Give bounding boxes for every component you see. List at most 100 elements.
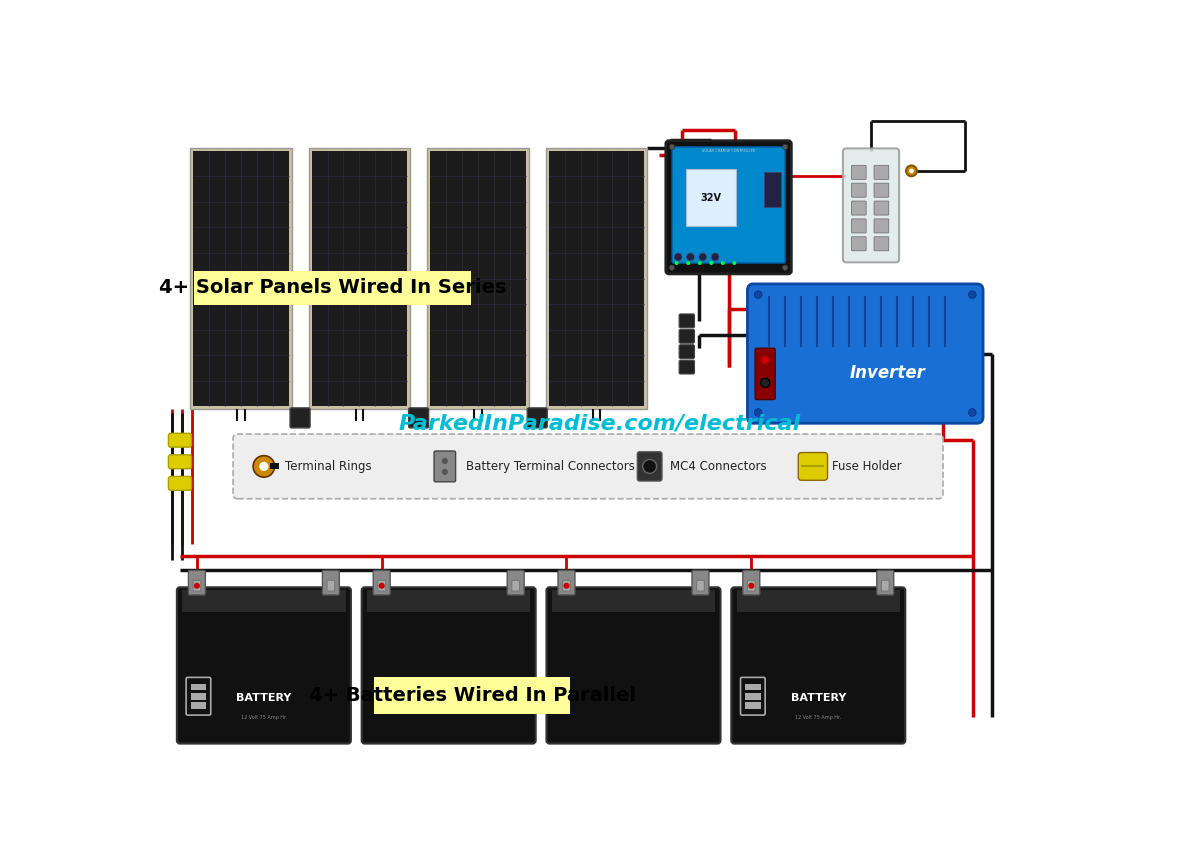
Circle shape — [686, 253, 695, 261]
Circle shape — [761, 355, 769, 365]
FancyBboxPatch shape — [328, 580, 335, 591]
Bar — [745, 692, 761, 700]
FancyBboxPatch shape — [290, 408, 310, 428]
Circle shape — [564, 583, 570, 589]
FancyBboxPatch shape — [427, 148, 529, 409]
FancyBboxPatch shape — [546, 587, 720, 744]
FancyBboxPatch shape — [874, 166, 889, 179]
FancyBboxPatch shape — [874, 183, 889, 197]
FancyBboxPatch shape — [188, 571, 205, 595]
Circle shape — [721, 261, 725, 265]
FancyBboxPatch shape — [193, 151, 288, 407]
Circle shape — [755, 291, 762, 299]
FancyBboxPatch shape — [874, 219, 889, 233]
Bar — [745, 702, 761, 709]
Text: Battery Terminal Connectors: Battery Terminal Connectors — [467, 460, 635, 473]
FancyBboxPatch shape — [874, 237, 889, 251]
Text: BATTERY: BATTERY — [236, 693, 292, 704]
FancyBboxPatch shape — [842, 148, 899, 263]
FancyBboxPatch shape — [672, 147, 785, 263]
Circle shape — [674, 261, 678, 265]
FancyBboxPatch shape — [233, 434, 943, 498]
Circle shape — [643, 460, 656, 474]
Bar — [194, 271, 472, 305]
FancyBboxPatch shape — [378, 580, 385, 591]
Bar — [737, 590, 900, 612]
FancyBboxPatch shape — [851, 219, 866, 233]
FancyBboxPatch shape — [168, 455, 192, 468]
FancyBboxPatch shape — [409, 408, 428, 428]
FancyBboxPatch shape — [527, 408, 547, 428]
FancyBboxPatch shape — [679, 314, 695, 328]
Circle shape — [253, 456, 275, 477]
FancyBboxPatch shape — [877, 571, 894, 595]
Circle shape — [910, 168, 913, 173]
Bar — [270, 463, 280, 469]
Circle shape — [782, 265, 788, 270]
Text: Terminal Rings: Terminal Rings — [286, 460, 372, 473]
Circle shape — [674, 253, 682, 261]
FancyBboxPatch shape — [743, 571, 760, 595]
Text: 32V: 32V — [701, 193, 721, 203]
FancyBboxPatch shape — [190, 148, 292, 409]
FancyBboxPatch shape — [361, 587, 535, 744]
FancyBboxPatch shape — [748, 580, 755, 591]
Text: 4+ Solar Panels Wired In Series: 4+ Solar Panels Wired In Series — [158, 278, 506, 297]
FancyBboxPatch shape — [679, 360, 695, 374]
Bar — [191, 684, 206, 691]
FancyBboxPatch shape — [546, 148, 647, 409]
Circle shape — [698, 253, 707, 261]
Bar — [374, 677, 570, 714]
FancyBboxPatch shape — [193, 580, 200, 591]
Circle shape — [968, 291, 976, 299]
FancyBboxPatch shape — [851, 166, 866, 179]
Text: BATTERY: BATTERY — [791, 693, 846, 704]
FancyBboxPatch shape — [563, 580, 570, 591]
Bar — [367, 590, 530, 612]
FancyBboxPatch shape — [558, 571, 575, 595]
Circle shape — [761, 378, 769, 388]
Circle shape — [709, 261, 713, 265]
Circle shape — [749, 583, 755, 589]
FancyBboxPatch shape — [431, 151, 526, 407]
Circle shape — [782, 144, 788, 149]
FancyBboxPatch shape — [851, 201, 866, 215]
FancyBboxPatch shape — [755, 348, 775, 400]
Text: 12 Volt 75 Amp Hr.: 12 Volt 75 Amp Hr. — [241, 715, 287, 720]
FancyBboxPatch shape — [168, 476, 192, 490]
Circle shape — [194, 583, 200, 589]
Bar — [745, 684, 761, 691]
FancyBboxPatch shape — [373, 571, 390, 595]
FancyBboxPatch shape — [168, 433, 192, 447]
FancyBboxPatch shape — [874, 201, 889, 215]
Circle shape — [968, 408, 976, 416]
FancyBboxPatch shape — [679, 329, 695, 343]
Bar — [182, 590, 346, 612]
Circle shape — [670, 265, 674, 270]
Circle shape — [686, 261, 690, 265]
Text: ParkedInParadise.com/electrical: ParkedInParadise.com/electrical — [398, 414, 800, 433]
FancyBboxPatch shape — [176, 587, 350, 744]
FancyBboxPatch shape — [764, 172, 781, 208]
Circle shape — [906, 166, 917, 176]
FancyBboxPatch shape — [731, 587, 905, 744]
FancyBboxPatch shape — [434, 451, 456, 482]
Circle shape — [259, 462, 269, 471]
Circle shape — [755, 408, 762, 416]
Circle shape — [732, 261, 737, 265]
Text: Fuse Holder: Fuse Holder — [832, 460, 901, 473]
FancyBboxPatch shape — [851, 237, 866, 251]
Circle shape — [442, 458, 448, 464]
FancyBboxPatch shape — [692, 571, 709, 595]
FancyBboxPatch shape — [679, 345, 695, 359]
FancyBboxPatch shape — [851, 183, 866, 197]
FancyBboxPatch shape — [798, 452, 828, 480]
Circle shape — [670, 144, 674, 149]
Text: 4+ Batteries Wired In Parallel: 4+ Batteries Wired In Parallel — [308, 686, 636, 704]
Text: Inverter: Inverter — [850, 364, 925, 382]
Circle shape — [697, 261, 702, 265]
FancyBboxPatch shape — [637, 452, 662, 481]
Text: MC4 Connectors: MC4 Connectors — [671, 460, 767, 473]
FancyBboxPatch shape — [508, 571, 524, 595]
FancyBboxPatch shape — [666, 141, 791, 274]
